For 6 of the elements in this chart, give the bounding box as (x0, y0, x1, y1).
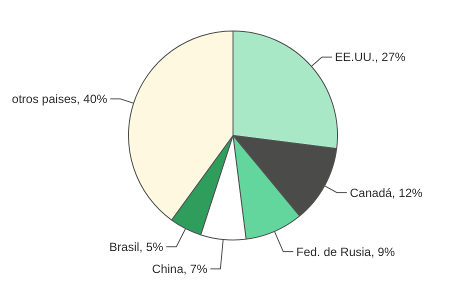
slice-label: Canadá, 12% (350, 186, 423, 200)
slice-label: otros paises, 40% (12, 92, 108, 106)
slice-label: EE.UU., 27% (334, 50, 406, 64)
slice-label: Fed. de Rusia, 9% (296, 244, 395, 259)
slice-label: China, 7% (152, 262, 208, 276)
slice-label: Brasil, 5% (109, 240, 164, 254)
